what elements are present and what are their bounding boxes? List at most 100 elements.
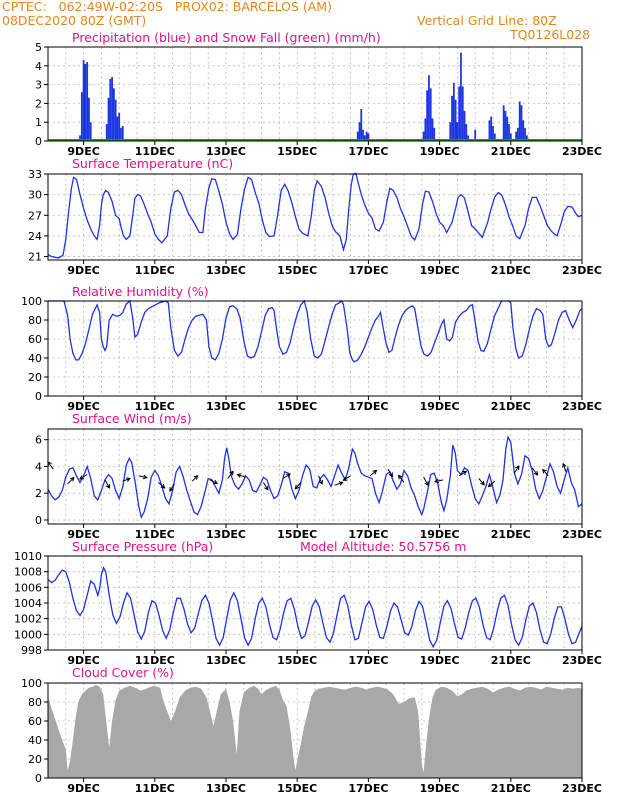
wind-arrow-shaft xyxy=(423,476,429,486)
precip-bar xyxy=(358,122,361,141)
precip-bar xyxy=(105,124,108,141)
panel-frame xyxy=(47,682,583,779)
precip-bar xyxy=(451,95,453,141)
x-tick-label: 9DEC xyxy=(67,528,99,541)
precip-bar xyxy=(362,129,364,141)
precip-bar xyxy=(109,78,112,141)
x-tick-label: 11DEC xyxy=(135,264,175,277)
wind-arrow-head xyxy=(213,479,219,485)
y-tick-label: 80 xyxy=(28,696,42,709)
precip-bar xyxy=(465,124,468,141)
panel-cloud xyxy=(44,682,583,782)
x-tick-label: 13DEC xyxy=(206,264,246,277)
wind-arrow xyxy=(423,476,429,487)
wind-arrow-shaft xyxy=(138,475,147,479)
wind-arrow-shaft xyxy=(169,483,175,492)
x-tick-label: 11DEC xyxy=(135,145,175,158)
panel-frame xyxy=(47,46,583,142)
panel-rh xyxy=(44,299,583,400)
precip-bar xyxy=(463,110,466,141)
panel-title: Surface Pressure (hPa) xyxy=(72,539,213,554)
y-tick-label: 0 xyxy=(35,514,42,527)
precip-bar xyxy=(114,99,117,141)
precip-bar xyxy=(493,133,496,141)
x-tick-label: 21DEC xyxy=(491,400,531,413)
wind-arrow-shaft xyxy=(79,474,88,480)
y-tick-label: 5 xyxy=(35,41,42,54)
panel-pressure xyxy=(44,555,583,654)
precip-bar xyxy=(433,127,436,141)
y-tick-label: 20 xyxy=(28,753,42,766)
wind-arrow-shaft xyxy=(562,463,567,472)
x-tick-label: 17DEC xyxy=(348,145,388,158)
wind-arrow xyxy=(458,470,468,477)
x-tick-label: 9DEC xyxy=(67,782,99,795)
y-tick-label: 20 xyxy=(28,371,42,384)
y-tick-label: 2 xyxy=(35,97,42,110)
precip-bar xyxy=(467,135,469,141)
y-tick-label: 0 xyxy=(35,390,42,403)
wind-arrow-shaft xyxy=(282,473,291,479)
rh-line xyxy=(48,299,583,363)
wind-arrow-shaft xyxy=(343,475,351,481)
wind-arrow-shaft xyxy=(369,470,377,477)
wind-arrow-head xyxy=(318,479,323,485)
precip-bar xyxy=(88,97,90,141)
panel-title: Surface Temperature (nC) xyxy=(72,156,233,171)
y-tick-label: 0 xyxy=(35,135,42,148)
wind-arrow-shaft xyxy=(209,479,218,484)
wind-arrow-head xyxy=(236,473,242,478)
wind-arrow-shaft xyxy=(458,470,467,477)
panel-frame xyxy=(47,300,583,397)
x-tick-label: 9DEC xyxy=(67,654,99,667)
y-tick-label: 998 xyxy=(21,644,42,657)
wind-arrow-shaft xyxy=(237,473,246,478)
wind-arrow xyxy=(434,478,444,484)
temp-line xyxy=(47,172,583,259)
wind-arrow xyxy=(369,469,378,477)
x-tick-label: 11DEC xyxy=(135,782,175,795)
wind-arrow xyxy=(531,467,539,476)
y-tick-label: 1000 xyxy=(14,628,42,641)
precip-bar xyxy=(431,118,434,141)
wind-arrow-head xyxy=(533,470,539,476)
y-tick-label: 27 xyxy=(28,209,42,222)
wind-arrow xyxy=(282,473,292,479)
x-tick-label: 9DEC xyxy=(67,400,99,413)
wind-arrow-shaft xyxy=(334,482,343,486)
wind-arrow xyxy=(342,475,351,481)
precip-bar xyxy=(121,125,124,141)
wind-arrow xyxy=(169,483,175,492)
wind-arrow-shaft xyxy=(488,480,496,487)
wind-arrow-shaft xyxy=(542,469,549,477)
wind-arrow-shaft xyxy=(191,475,198,482)
precip-bar xyxy=(422,131,425,141)
x-tick-label: 13DEC xyxy=(206,782,246,795)
x-tick-label: 23DEC xyxy=(562,400,602,413)
wind-arrow xyxy=(104,479,110,489)
wind-arrow xyxy=(138,474,148,480)
y-tick-label: 60 xyxy=(28,715,42,728)
wind-arrow-head xyxy=(193,475,199,480)
wind-arrow-head xyxy=(397,474,403,480)
precip-bar xyxy=(525,135,528,141)
x-tick-label: 17DEC xyxy=(348,528,388,541)
panel-temp xyxy=(44,172,583,264)
wind-arrow-shaft xyxy=(122,478,131,482)
wind-arrow-head xyxy=(542,468,547,474)
x-tick-label: 17DEC xyxy=(348,782,388,795)
x-tick-label: 13DEC xyxy=(206,400,246,413)
wind-arrow-head xyxy=(79,475,84,480)
x-tick-label: 9DEC xyxy=(67,145,99,158)
wind-arrow-head xyxy=(462,470,468,476)
wind-arrow-shaft xyxy=(104,479,110,489)
y-tick-label: 4 xyxy=(35,460,42,473)
wind-arrow-head xyxy=(372,469,378,475)
x-tick-label: 11DEC xyxy=(135,654,175,667)
y-tick-label: 1006 xyxy=(14,581,42,594)
wind-arrow-shaft xyxy=(262,482,269,490)
precip-bar xyxy=(367,133,370,141)
header-date-line: 08DEC2020 80Z (GMT) xyxy=(2,13,147,28)
x-tick-label: 15DEC xyxy=(277,782,317,795)
wind-arrow-head xyxy=(264,485,269,491)
